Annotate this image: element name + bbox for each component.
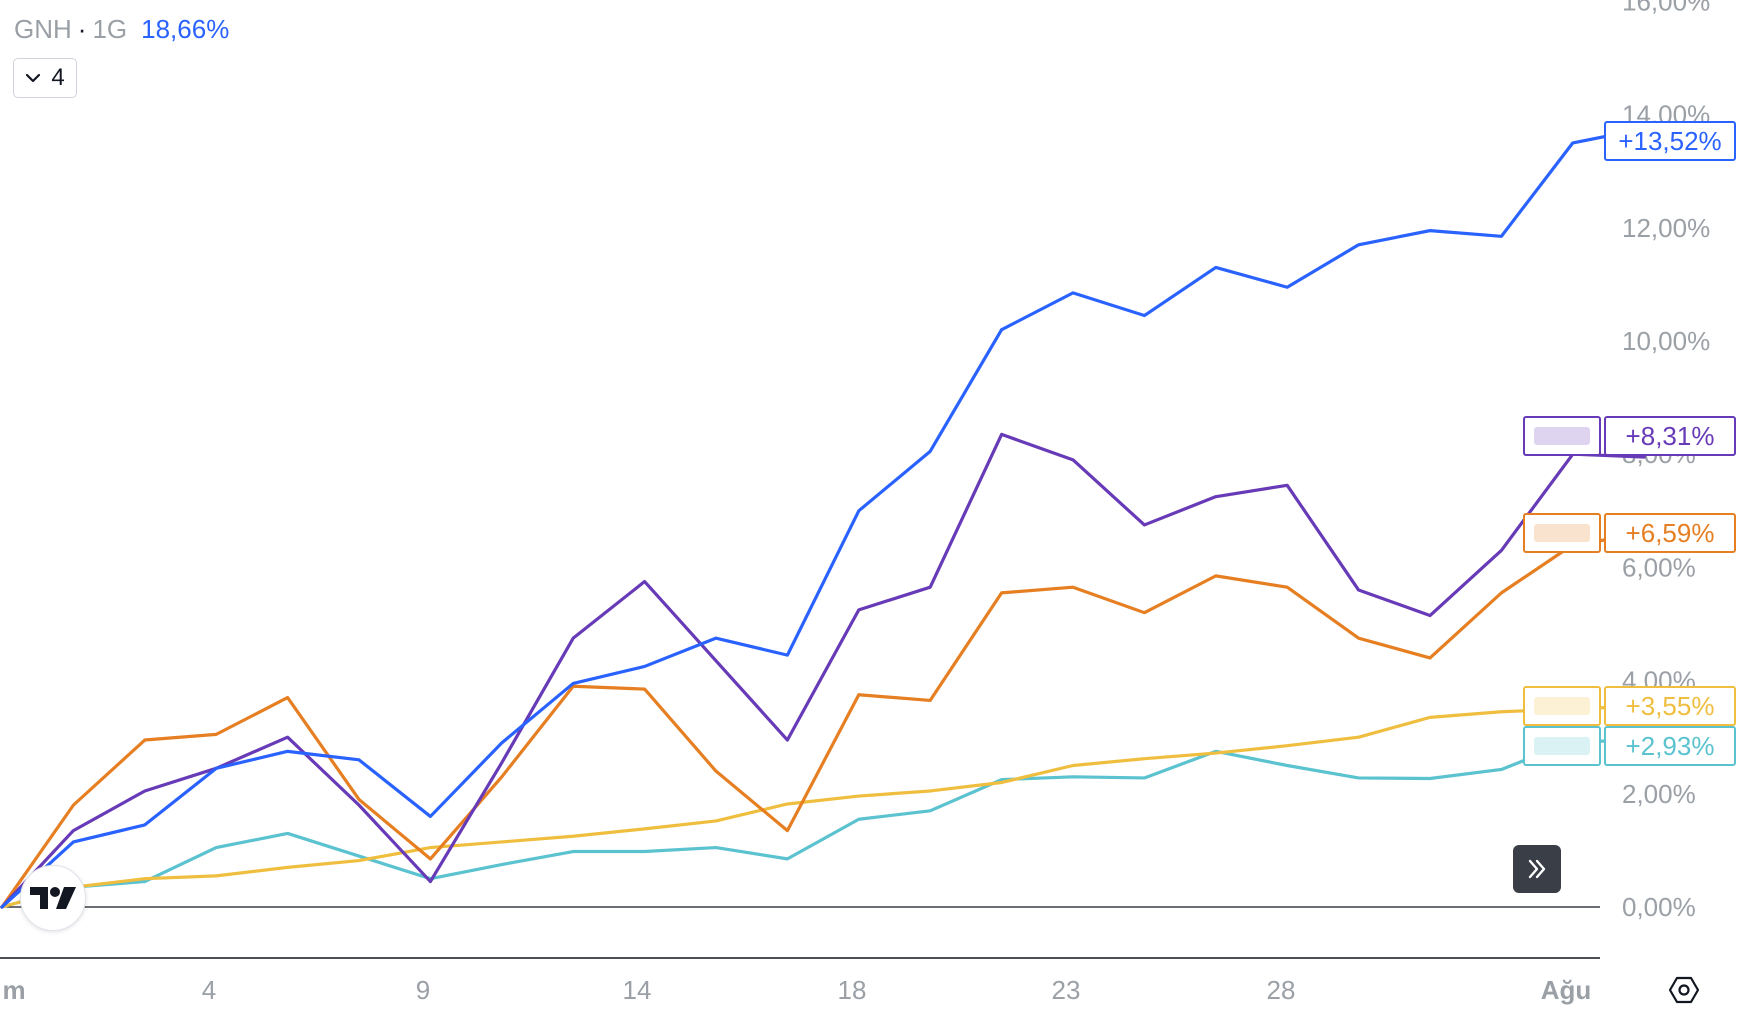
x-tick-label: 28	[1267, 975, 1296, 1005]
series-line	[0, 739, 1646, 909]
separator-dot: ·	[77, 14, 87, 44]
x-tick-label: 14	[623, 975, 652, 1005]
symbol-tag-redacted	[1534, 737, 1590, 755]
symbol-tag-redacted	[1534, 697, 1590, 715]
symbol-tag	[1523, 686, 1601, 726]
y-tick-label: 10,00%	[1622, 326, 1710, 356]
last-value-label: +6,59%	[1626, 518, 1715, 548]
tradingview-logo[interactable]	[20, 865, 86, 931]
series-line	[0, 704, 1646, 909]
double-chevron-right-icon	[1528, 859, 1546, 879]
x-tick-label: Ağu	[1541, 975, 1592, 1005]
y-tick-label: 12,00%	[1622, 213, 1710, 243]
y-tick-label: 2,00%	[1622, 779, 1696, 809]
last-value-badge	[1604, 513, 1736, 553]
y-tick-label: 6,00%	[1622, 552, 1696, 582]
symbol-tag	[1523, 726, 1601, 766]
symbol-tag	[1523, 416, 1601, 456]
change-value: 18,66%	[141, 14, 230, 44]
last-value-label: +8,31%	[1626, 421, 1715, 451]
x-tick-label: 23	[1052, 975, 1081, 1005]
series-line	[0, 432, 1646, 909]
last-value-label: +2,93%	[1626, 731, 1715, 761]
x-tick-label: 9	[416, 975, 430, 1005]
last-value-label: +3,55%	[1626, 691, 1715, 721]
symbol-tag-redacted	[1534, 524, 1590, 542]
symbol-tag	[1523, 513, 1601, 553]
scroll-to-realtime-button[interactable]	[1513, 845, 1561, 893]
chevron-down-icon	[26, 73, 41, 83]
legend-toggle-button[interactable]: 4	[13, 58, 77, 98]
last-value-badge	[1604, 726, 1736, 766]
series-line	[0, 532, 1646, 909]
y-tick-label: 16,00%	[1622, 0, 1710, 16]
symbol-tag-redacted	[1534, 427, 1590, 445]
chart-header: GNH · 1G 18,66%	[14, 14, 229, 45]
y-tick-label: 0,00%	[1622, 892, 1696, 922]
interval-label: 1G	[92, 14, 128, 44]
settings-button[interactable]	[1668, 976, 1700, 1009]
last-value-badge	[1604, 416, 1736, 456]
tradingview-logo-icon	[30, 887, 76, 909]
legend-count: 4	[51, 64, 65, 91]
series-line	[0, 127, 1646, 909]
symbol-label: GNH	[14, 14, 72, 44]
x-tick-label: m	[2, 975, 25, 1005]
settings-icon	[1668, 976, 1700, 1004]
last-value-badge	[1604, 686, 1736, 726]
x-tick-label: 18	[838, 975, 867, 1005]
x-tick-label: 4	[202, 975, 216, 1005]
last-value-badge	[1604, 121, 1736, 161]
last-value-label: +13,52%	[1618, 126, 1721, 156]
